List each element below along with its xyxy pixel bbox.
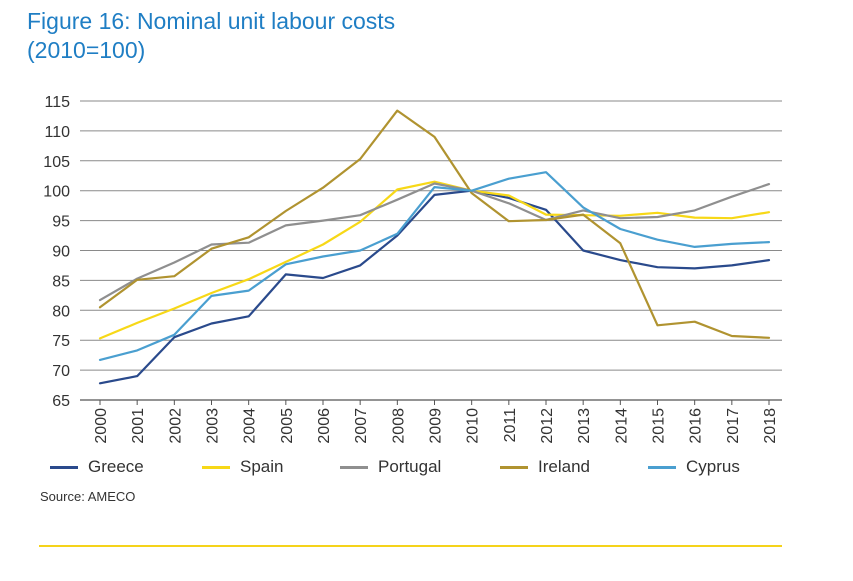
y-tick-label: 85 (52, 273, 70, 290)
y-tick-label: 75 (52, 333, 70, 350)
x-tick-label: 2003 (205, 408, 222, 444)
y-tick-label: 100 (43, 184, 70, 201)
legend-item-ireland: Ireland (500, 455, 590, 479)
legend-item-portugal: Portugal (340, 455, 441, 479)
x-tick-label: 2001 (130, 408, 147, 444)
legend-item-spain: Spain (202, 455, 283, 479)
y-tick-label: 90 (52, 244, 70, 261)
x-tick-label: 2008 (390, 408, 407, 444)
x-tick-label: 2011 (502, 408, 519, 443)
chart-title: Figure 16: Nominal unit labour costs (20… (27, 7, 395, 65)
x-tick-label: 2004 (242, 408, 259, 444)
x-tick-label: 2000 (93, 408, 110, 444)
legend-item-cyprus: Cyprus (648, 455, 740, 479)
x-axis: 2000 2001 2002 2003 2004 2005 2006 2007 2008 2009… (93, 400, 779, 444)
x-tick-label: 2017 (725, 408, 742, 444)
series-line-greece (98, 189, 771, 385)
x-tick-label: 2018 (762, 408, 779, 444)
x-tick-label: 2013 (576, 408, 593, 444)
chart-title-line-2: (2010=100) (27, 37, 146, 63)
x-tick-label: 2009 (428, 408, 445, 444)
legend-label: Portugal (378, 457, 442, 476)
legend-swatch (50, 465, 78, 469)
x-tick-label: 2006 (316, 408, 333, 444)
x-tick-label: 2016 (688, 408, 705, 444)
legend-swatch (500, 465, 528, 469)
series-line-cyprus (98, 171, 771, 361)
legend-label: Ireland (538, 457, 590, 476)
legend: Greece Spain Portugal Ireland Cyprus (50, 455, 810, 479)
y-tick-label: 110 (44, 124, 70, 141)
gridlines (80, 100, 782, 401)
y-tick-label: 95 (52, 214, 70, 231)
legend-item-greece: Greece (50, 455, 144, 479)
legend-label: Cyprus (686, 457, 740, 476)
series-line-spain (98, 180, 771, 340)
chart-title-line-1: Figure 16: Nominal unit labour costs (27, 8, 396, 34)
source-note: Source: AMECO (40, 489, 136, 504)
x-tick-label: 2012 (539, 408, 556, 444)
legend-swatch (202, 465, 230, 469)
x-tick-label: 2005 (279, 408, 296, 444)
legend-label: Greece (88, 457, 144, 476)
y-tick-label: 115 (44, 94, 70, 111)
y-tick-label: 80 (52, 303, 70, 320)
y-axis-tick-labels: 65 70 75 80 85 90 95 100 105 110 115 (43, 94, 70, 410)
y-tick-label: 70 (52, 363, 70, 380)
y-tick-label: 65 (52, 393, 70, 410)
x-tick-label: 2015 (651, 408, 668, 444)
legend-label: Spain (240, 457, 284, 476)
x-tick-label: 2014 (613, 408, 630, 444)
x-tick-label: 2002 (167, 408, 184, 444)
x-tick-label: 2010 (465, 408, 482, 444)
footer-divider (39, 545, 782, 547)
y-tick-label: 105 (43, 154, 70, 171)
legend-swatch (340, 465, 368, 469)
x-tick-label: 2007 (353, 408, 370, 444)
series-line-portugal (98, 182, 771, 302)
series-lines (98, 109, 771, 385)
series-line-ireland (98, 109, 771, 339)
legend-swatch (648, 465, 676, 469)
